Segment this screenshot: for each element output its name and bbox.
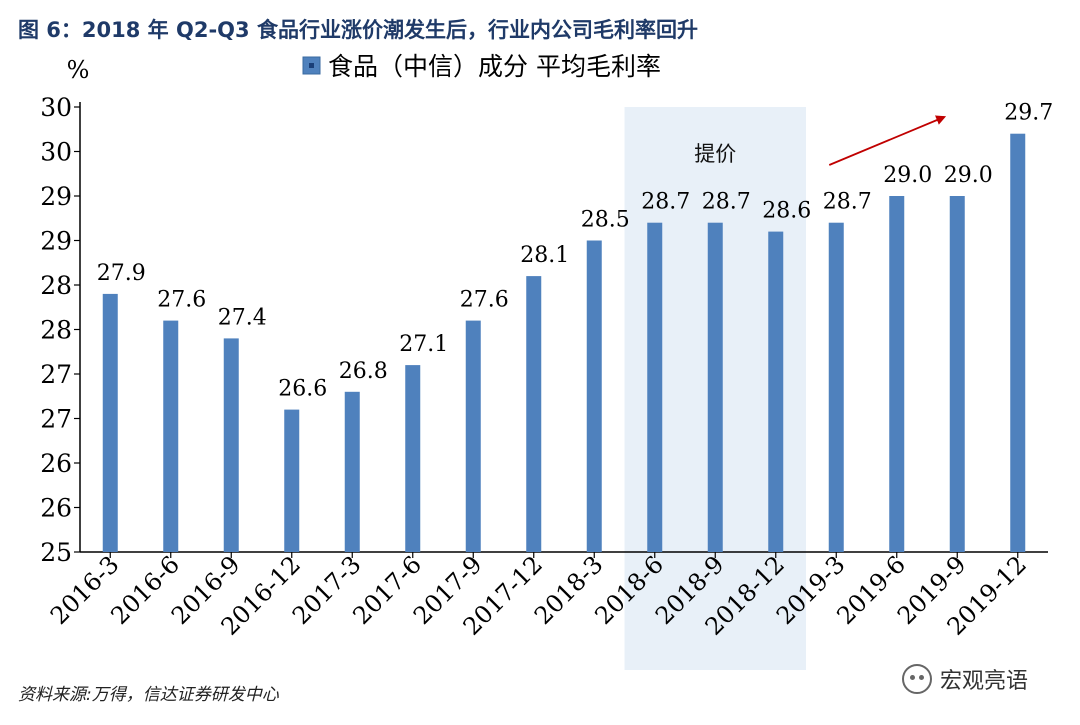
- y-tick-label: 30: [40, 93, 72, 122]
- bar: [707, 222, 723, 552]
- bar: [465, 320, 481, 552]
- y-tick-label: 30: [40, 138, 72, 167]
- bar: [647, 222, 663, 552]
- bar: [1010, 133, 1026, 552]
- y-axis-unit: %: [67, 56, 90, 84]
- watermark: 宏观亮语: [902, 660, 1028, 698]
- bar: [284, 409, 300, 552]
- bar: [405, 365, 421, 552]
- data-label: 28.7: [823, 190, 872, 215]
- y-tick-label: 28: [40, 271, 72, 300]
- bar: [163, 320, 179, 552]
- y-tick-label: 27: [40, 360, 72, 389]
- y-tick-label: 27: [40, 405, 72, 434]
- y-tick-label: 29: [40, 182, 72, 211]
- data-label: 27.6: [460, 288, 509, 313]
- bar: [949, 196, 965, 552]
- y-tick-label: 25: [40, 538, 72, 567]
- bar: [889, 196, 905, 552]
- data-label: 28.7: [641, 190, 690, 215]
- bar: [344, 391, 360, 552]
- bar: [223, 338, 239, 552]
- data-label: 26.8: [339, 359, 388, 384]
- y-tick-label: 29: [40, 227, 72, 256]
- data-label: 27.1: [399, 332, 448, 357]
- legend-label: 食品（中信）成分 平均毛利率: [328, 52, 661, 81]
- bar: [102, 293, 118, 552]
- data-label: 27.9: [97, 261, 146, 286]
- figure-title: 图 6：2018 年 Q2-Q3 食品行业涨价潮发生后，行业内公司毛利率回升: [18, 18, 698, 42]
- legend-swatch-marker: [309, 63, 314, 68]
- y-tick-label: 28: [40, 316, 72, 345]
- y-tick-label: 26: [40, 494, 72, 523]
- y-tick-label: 26: [40, 449, 72, 478]
- bar: [526, 276, 542, 552]
- bar: [586, 240, 602, 552]
- data-label: 29.0: [883, 163, 932, 188]
- data-label: 28.5: [581, 208, 630, 233]
- data-label: 28.1: [520, 243, 569, 268]
- source-note: 资料来源:万得，信达证券研发中心: [18, 685, 279, 705]
- data-label: 27.4: [218, 305, 267, 330]
- data-label: 28.6: [762, 199, 811, 224]
- watermark-text: 宏观亮语: [940, 669, 1029, 694]
- data-label: 29.7: [1004, 101, 1053, 126]
- wechat-icon: [902, 664, 932, 694]
- data-label: 29.0: [944, 163, 993, 188]
- trend-arrow: [828, 115, 947, 166]
- data-label: 28.7: [702, 190, 751, 215]
- data-label: 26.6: [278, 377, 327, 402]
- data-label: 27.6: [157, 288, 206, 313]
- bar: [768, 231, 784, 552]
- bar: [828, 222, 844, 552]
- shaded-period-label: 提价: [694, 142, 736, 166]
